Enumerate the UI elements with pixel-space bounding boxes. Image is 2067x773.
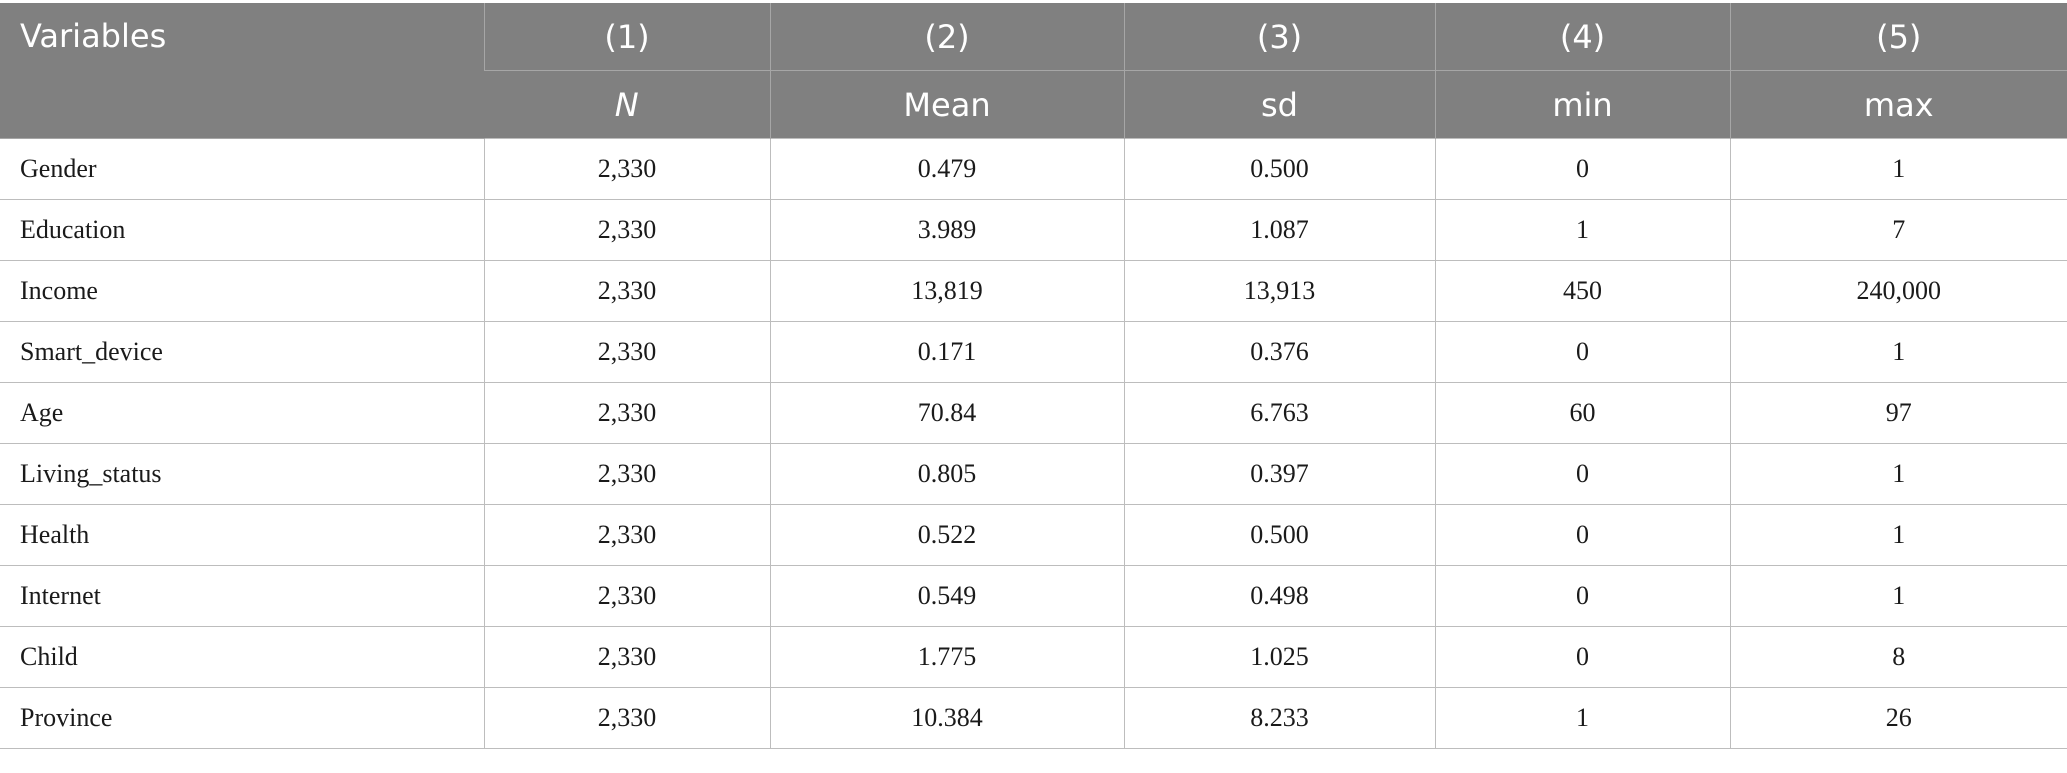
table-row: Living_status 2,330 0.805 0.397 0 1 bbox=[0, 443, 2067, 505]
value-cell: 7 bbox=[1729, 199, 2067, 261]
value-cell: 240,000 bbox=[1729, 260, 2067, 322]
value-cell: 2,330 bbox=[483, 443, 770, 505]
table-row: Gender 2,330 0.479 0.500 0 1 bbox=[0, 138, 2067, 200]
column-stat-header-mean: Mean bbox=[769, 70, 1124, 139]
value-cell: 1 bbox=[1729, 443, 2067, 505]
value-cell: 8 bbox=[1729, 626, 2067, 688]
value-cell: 2,330 bbox=[483, 382, 770, 444]
value-cell: 8.233 bbox=[1123, 687, 1435, 749]
value-cell: 2,330 bbox=[483, 260, 770, 322]
value-cell: 1 bbox=[1729, 565, 2067, 627]
column-stat-header-n: N bbox=[484, 70, 770, 139]
value-cell: 2,330 bbox=[483, 565, 770, 627]
column-number-header: (3) bbox=[1123, 3, 1435, 71]
value-cell: 0 bbox=[1434, 565, 1730, 627]
value-cell: 13,819 bbox=[769, 260, 1124, 322]
value-cell: 1 bbox=[1729, 321, 2067, 383]
value-cell: 97 bbox=[1729, 382, 2067, 444]
value-cell: 70.84 bbox=[769, 382, 1124, 444]
table-header: Variables (1) (2) (3) (4) (5) N Mean sd … bbox=[0, 3, 2067, 139]
value-cell: 1 bbox=[1434, 199, 1730, 261]
value-cell: 3.989 bbox=[769, 199, 1124, 261]
value-cell: 2,330 bbox=[483, 199, 770, 261]
value-cell: 6.763 bbox=[1123, 382, 1435, 444]
value-cell: 2,330 bbox=[483, 626, 770, 688]
value-cell: 2,330 bbox=[483, 321, 770, 383]
table-row: Child 2,330 1.775 1.025 0 8 bbox=[0, 626, 2067, 688]
value-cell: 450 bbox=[1434, 260, 1730, 322]
value-cell: 0.805 bbox=[769, 443, 1124, 505]
table-row: Income 2,330 13,819 13,913 450 240,000 bbox=[0, 260, 2067, 322]
header-row-stats: N Mean sd min max bbox=[0, 70, 2067, 139]
column-stat-header-max: max bbox=[1729, 70, 2067, 139]
variable-name-cell: Smart_device bbox=[0, 321, 484, 383]
value-cell: 2,330 bbox=[483, 504, 770, 566]
value-cell: 26 bbox=[1729, 687, 2067, 749]
value-cell: 0 bbox=[1434, 626, 1730, 688]
variable-name-cell: Education bbox=[0, 199, 484, 261]
value-cell: 0 bbox=[1434, 504, 1730, 566]
table-row: Province 2,330 10.384 8.233 1 26 bbox=[0, 687, 2067, 749]
variable-name-cell: Income bbox=[0, 260, 484, 322]
variable-name-cell: Internet bbox=[0, 565, 484, 627]
descriptive-statistics-table: Variables (1) (2) (3) (4) (5) N Mean sd … bbox=[0, 3, 2067, 749]
value-cell: 1 bbox=[1434, 687, 1730, 749]
variable-name-cell: Province bbox=[0, 687, 484, 749]
column-number-header: (5) bbox=[1729, 3, 2067, 71]
value-cell: 0.500 bbox=[1123, 504, 1435, 566]
table-container: Variables (1) (2) (3) (4) (5) N Mean sd … bbox=[0, 3, 2067, 749]
column-number-header: (2) bbox=[769, 3, 1124, 71]
variable-name-cell: Child bbox=[0, 626, 484, 688]
value-cell: 0.376 bbox=[1123, 321, 1435, 383]
value-cell: 1.775 bbox=[769, 626, 1124, 688]
variables-header: Variables bbox=[0, 3, 484, 139]
table-row: Smart_device 2,330 0.171 0.376 0 1 bbox=[0, 321, 2067, 383]
column-number-header: (1) bbox=[483, 3, 770, 71]
value-cell: 0.500 bbox=[1123, 138, 1435, 200]
value-cell: 2,330 bbox=[483, 687, 770, 749]
value-cell: 0 bbox=[1434, 443, 1730, 505]
value-cell: 0 bbox=[1434, 138, 1730, 200]
column-number-header: (4) bbox=[1434, 3, 1730, 71]
value-cell: 10.384 bbox=[769, 687, 1124, 749]
table-row: Internet 2,330 0.549 0.498 0 1 bbox=[0, 565, 2067, 627]
value-cell: 0.549 bbox=[769, 565, 1124, 627]
value-cell: 0.397 bbox=[1123, 443, 1435, 505]
value-cell: 0.479 bbox=[769, 138, 1124, 200]
value-cell: 0.171 bbox=[769, 321, 1124, 383]
variable-name-cell: Age bbox=[0, 382, 484, 444]
table-row: Age 2,330 70.84 6.763 60 97 bbox=[0, 382, 2067, 444]
header-row-numbers: Variables (1) (2) (3) (4) (5) bbox=[0, 3, 2067, 139]
value-cell: 60 bbox=[1434, 382, 1730, 444]
value-cell: 1.025 bbox=[1123, 626, 1435, 688]
value-cell: 13,913 bbox=[1123, 260, 1435, 322]
variable-name-cell: Living_status bbox=[0, 443, 484, 505]
value-cell: 0 bbox=[1434, 321, 1730, 383]
table-row: Education 2,330 3.989 1.087 1 7 bbox=[0, 199, 2067, 261]
value-cell: 0.498 bbox=[1123, 565, 1435, 627]
value-cell: 1 bbox=[1729, 138, 2067, 200]
value-cell: 1.087 bbox=[1123, 199, 1435, 261]
table-body: Gender 2,330 0.479 0.500 0 1 Education 2,330 3.9… bbox=[0, 138, 2067, 749]
value-cell: 2,330 bbox=[483, 138, 770, 200]
value-cell: 1 bbox=[1729, 504, 2067, 566]
column-stat-header-min: min bbox=[1434, 70, 1730, 139]
variable-name-cell: Health bbox=[0, 504, 484, 566]
table-row: Health 2,330 0.522 0.500 0 1 bbox=[0, 504, 2067, 566]
column-stat-header-sd: sd bbox=[1123, 70, 1435, 139]
variable-name-cell: Gender bbox=[0, 138, 484, 200]
value-cell: 0.522 bbox=[769, 504, 1124, 566]
